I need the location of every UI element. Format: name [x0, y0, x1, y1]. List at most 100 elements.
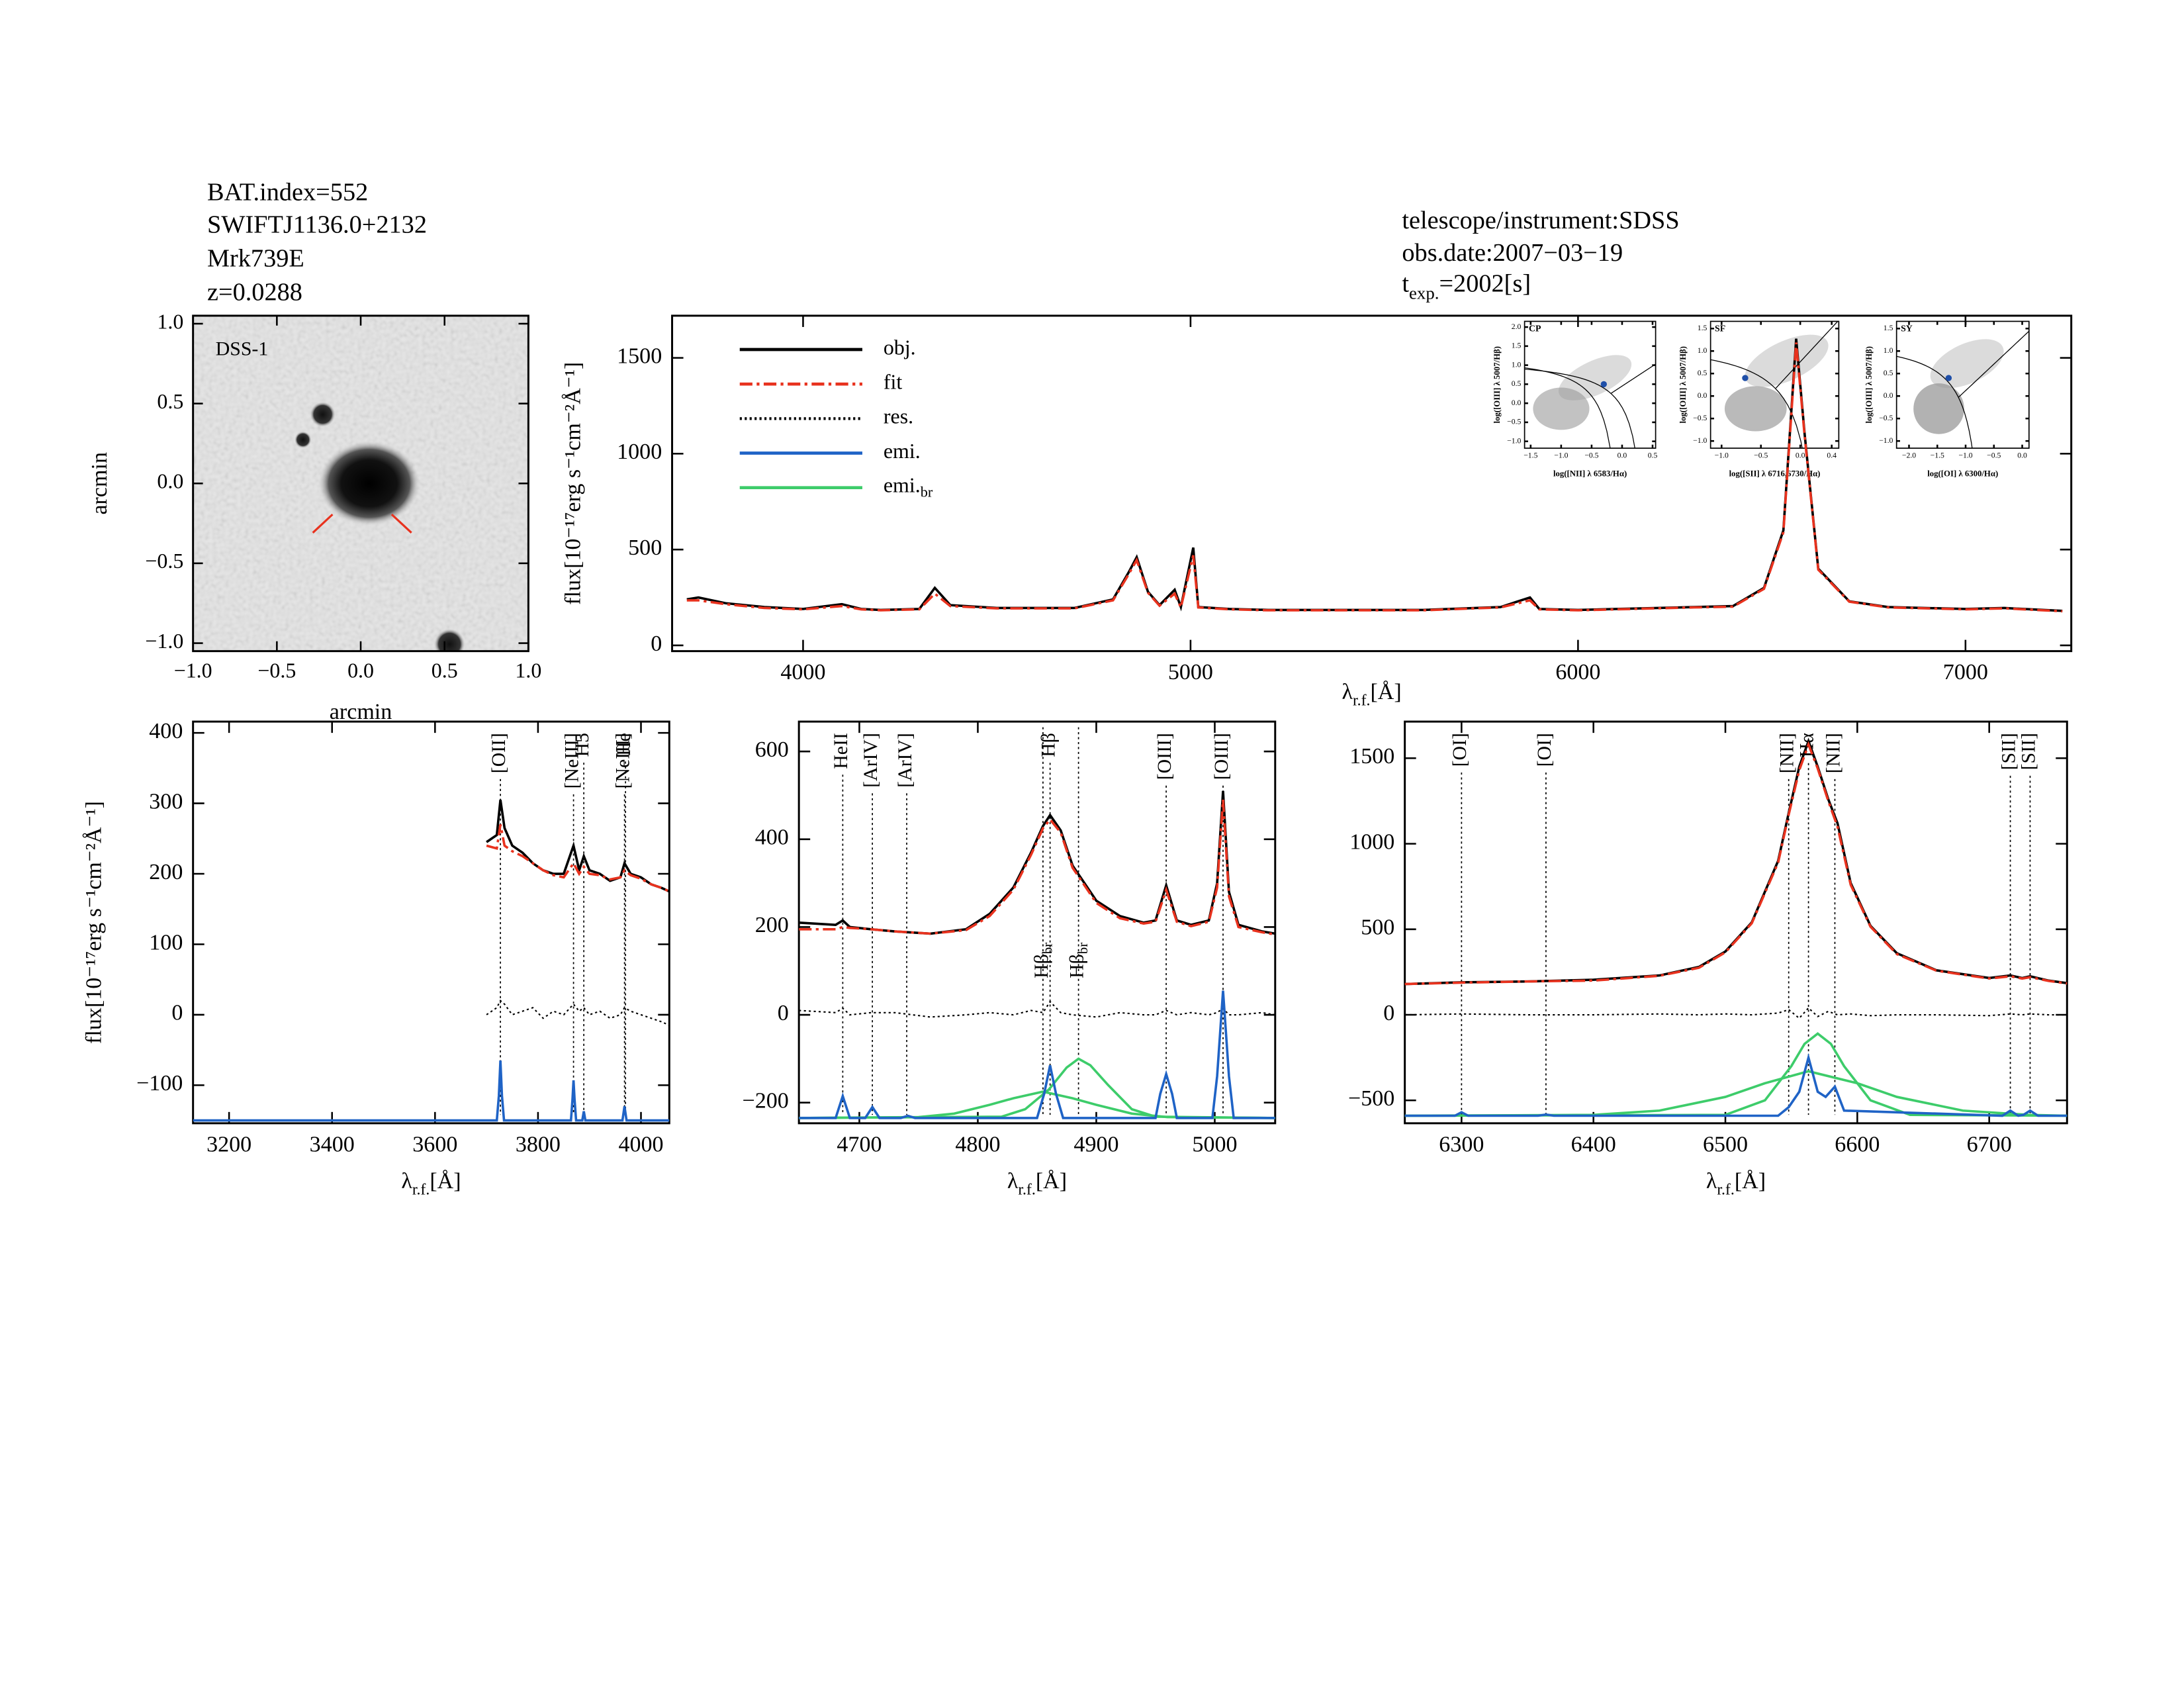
y-tick-label: 400 [149, 719, 183, 743]
x-tick-label: −0.5 [1754, 451, 1768, 460]
spectrum-line [486, 799, 670, 893]
line-label-part: Hβ [1066, 954, 1087, 978]
plot-frame [1709, 320, 1840, 449]
x-axis-label-part: λ [1007, 1169, 1019, 1194]
inset-background [1896, 321, 2029, 449]
x-tick-label: −0.5 [257, 659, 296, 682]
header-text: obs.date:2007−03−19 [1402, 239, 1623, 267]
panel: 6300 6400 6500 6600 6700 −500 0 500 1000 1500 [OI]… [1348, 720, 2068, 1199]
x-tick-label: 4000 [618, 1132, 663, 1156]
y-tick-label: −0.5 [1507, 418, 1521, 426]
spectrum-line [1404, 1032, 2068, 1117]
x-tick-label: 3200 [206, 1132, 251, 1156]
x-tick-label: 4700 [837, 1132, 882, 1156]
y-tick-label: 1.0 [1512, 360, 1522, 369]
x-tick-label: −1.5 [1931, 451, 1944, 460]
line-label: [OI] [1449, 733, 1471, 767]
y-tick-label: 1500 [1349, 744, 1394, 769]
object-point [1600, 381, 1608, 388]
header-text-part: exp. [1409, 283, 1439, 303]
plot-frame [797, 720, 1277, 1125]
spectrum-line [799, 1000, 1275, 1018]
panel: 4700 4800 4900 5000 −200 0 200 400 600 HeII [ArIV]… [743, 720, 1277, 1198]
line-label: Hβ [1038, 733, 1060, 757]
y-tick-label: 200 [149, 860, 183, 884]
header-text-part: =2002[s] [1439, 270, 1531, 298]
x-tick-label: 1.0 [515, 659, 541, 682]
y-tick-label: −500 [1348, 1086, 1394, 1111]
y-tick-label: −0.5 [1879, 414, 1893, 422]
x-tick-label: 0.4 [1827, 451, 1837, 460]
y-tick-label: 0.0 [1884, 391, 1893, 400]
plot-frame [1895, 320, 2030, 449]
panel: 4000 5000 6000 7000 0 500 1000 1500 obj. fit res. e… [561, 314, 2073, 710]
y-tick-label: 0 [778, 1001, 789, 1025]
legend-label: obj. [884, 336, 916, 359]
bpt-backgrounds [1524, 321, 2029, 449]
y-tick-label: −200 [743, 1089, 789, 1113]
x-tick-label: −2.0 [1902, 451, 1916, 460]
x-tick-label: 4800 [955, 1132, 1000, 1156]
y-axis-label: log([OIII] λ 5007/Hβ) [1678, 346, 1688, 424]
x-tick-label: 5000 [1192, 1132, 1237, 1156]
x-axis-label: λr.f.[Å] [1342, 680, 1401, 710]
y-tick-label: 1.5 [1512, 342, 1522, 350]
y-axis-label: log([OIII] λ 5007/Hβ) [1864, 346, 1874, 424]
x-tick-label: 6400 [1571, 1132, 1616, 1156]
galaxy [318, 441, 420, 526]
spectrum-line [1404, 1053, 2068, 1117]
panel-title: SY [1901, 323, 1913, 333]
x-axis-label: log([SII] λ 6716,6730/Hα) [1729, 469, 1821, 479]
x-axis-label: λr.f.[Å] [401, 1169, 461, 1199]
header-text: SWIFTJ1136.0+2132 [207, 211, 427, 238]
x-tick-label: 7000 [1943, 660, 1988, 684]
y-tick-label: 0.0 [157, 470, 183, 493]
y-tick-label: 200 [755, 913, 789, 937]
line-label: He [613, 733, 635, 756]
x-tick-label: −1.0 [1958, 451, 1972, 460]
y-tick-label: −0.5 [1693, 414, 1707, 422]
line-label: [OI] [1533, 733, 1555, 767]
legend-label-part: emi. [884, 474, 921, 497]
line-label: [OIII] [1154, 733, 1175, 780]
y-tick-label: 1.0 [1698, 346, 1707, 355]
demarcation-curve [1611, 363, 1656, 394]
header-text: z=0.0288 [207, 279, 302, 306]
star [294, 431, 312, 449]
spectrum-line [799, 1090, 1275, 1119]
demarcation-curve [1958, 330, 2029, 398]
sky-image [193, 315, 529, 651]
demarcation-curve [1710, 359, 1803, 449]
x-tick-label: 3400 [310, 1132, 355, 1156]
x-axis-label-part: λ [1342, 680, 1353, 704]
demarcation-curve [1896, 355, 1973, 449]
y-tick-label: 0.5 [157, 390, 183, 413]
y-axis-label: arcmin [87, 452, 112, 515]
x-tick-label: −0.5 [1584, 451, 1598, 460]
header: BAT.index=552 SWIFTJ1136.0+2132 Mrk739E … [207, 178, 1680, 306]
line-label: [NeIII] [612, 733, 633, 788]
spectrum-line [486, 999, 670, 1026]
y-tick-label: 0.0 [1512, 399, 1522, 407]
y-tick-label: 1000 [617, 440, 662, 464]
x-tick-label: 5000 [1168, 660, 1213, 684]
spectrum-line [799, 1057, 1275, 1119]
panel: −1.0 −0.5 0.0 0.5 1.0 −1.0 −0.5 0.0 0.5 1.0 DSS-1 a… [87, 310, 541, 724]
x-tick-label: 0.0 [347, 659, 374, 682]
x-axis-label: log([OI] λ 6300/Hα) [1927, 469, 1998, 479]
x-axis-label-part: [Å] [430, 1169, 461, 1194]
x-axis-label: λr.f.[Å] [1706, 1169, 1766, 1199]
x-axis-label-part: λ [401, 1169, 412, 1194]
header-text: Mrk739E [207, 244, 304, 272]
y-tick-label: 0.0 [1698, 391, 1707, 400]
spectrum-line [799, 800, 1275, 936]
x-tick-label: 0.0 [2017, 451, 2027, 460]
y-tick-label: 0 [651, 632, 662, 656]
x-tick-label: 6000 [1555, 660, 1600, 684]
line-label: [SII] [1997, 733, 2019, 770]
x-axis-label: log([NII] λ 6583/Hα) [1553, 469, 1627, 479]
x-tick-label: 3600 [412, 1132, 457, 1156]
x-tick-label: 4900 [1073, 1132, 1118, 1156]
y-tick-label: −1.0 [1693, 436, 1707, 445]
